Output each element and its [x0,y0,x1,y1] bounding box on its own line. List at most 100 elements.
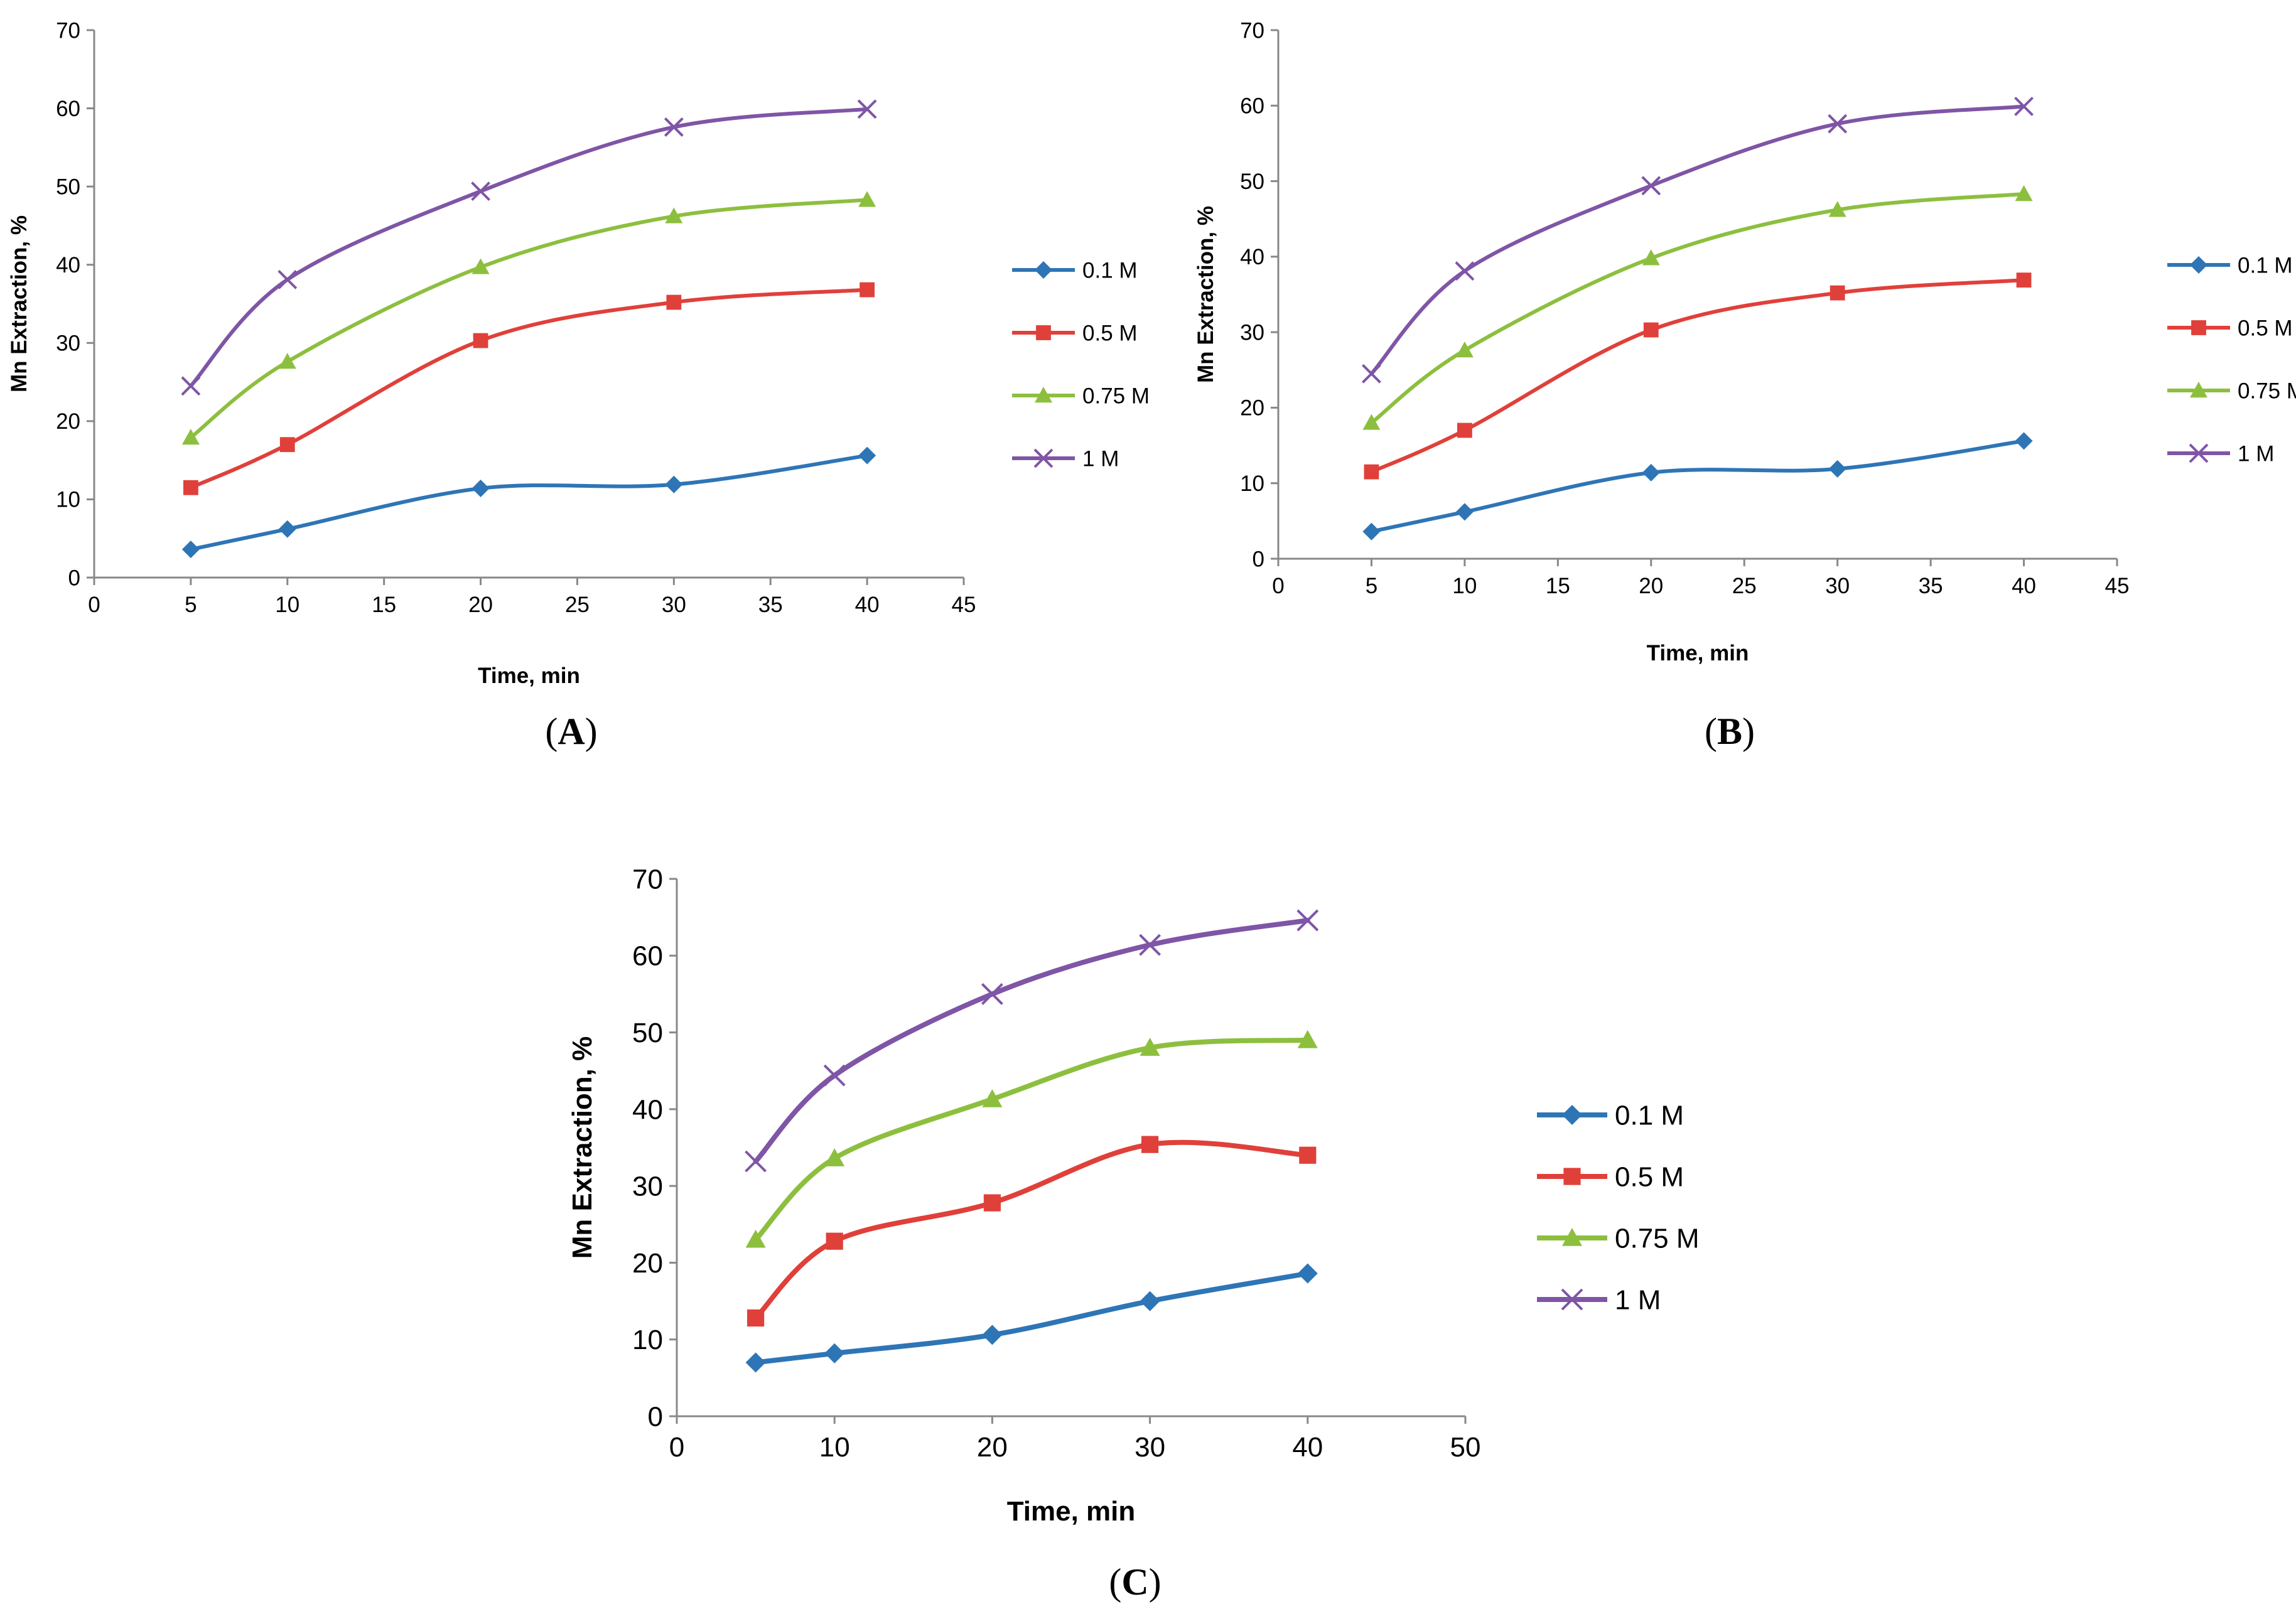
chart-c-series-1-m-point-20-stroke-2 [981,983,1003,1005]
chart-a-x-tick-label: 15 [372,593,396,617]
chart-a-series-1-m-point-5 [181,376,201,396]
chart-a-series-0-75-m-line [188,198,870,440]
chart-a-y-tick-label: 40 [56,253,80,277]
chart-a-series-0-1-m-legend-label: 0.1 M [1082,258,1138,282]
chart-a-series-1-m-point-10 [278,269,298,289]
chart-b: 0 10 20 30 40 50 60 70 0 5 10 15 20 25 30 35 40 45 Time, m… [1194,18,2296,665]
chart-c-series-0-1-m-point-30 [1140,1291,1160,1311]
chart-a: 0 10 20 30 40 50 60 70 0 5 10 15 20 25 30 35 40 45 Time, m… [7,18,1150,688]
chart-c-series-1-m-point-40 [1296,909,1319,932]
chart-c-series-0-1-m-point-10 [824,1343,845,1364]
chart-b-series-0-75-m-point-5 [1362,414,1381,430]
chart-a-series-1-m-point-30 [664,117,684,137]
chart-a-x-tick-label: 25 [565,593,590,617]
chart-c-y-tick-label: 50 [632,1018,663,1048]
chart-a-series-1-m-point-30-stroke-2 [664,117,684,137]
chart-a-series-1-m-legend-marker-stroke-2 [1033,448,1054,468]
chart-c-series-1-m-legend-marker-stroke-2 [1561,1288,1583,1311]
chart-b-series-0-75-m-point-30 [1828,201,1846,217]
chart-c-x-tick-label: 30 [1135,1432,1165,1463]
chart-a-series-0-75-m-point-40 [858,191,876,207]
chart-a-y-tick-label: 70 [56,18,80,43]
chart-a-y-tick-label: 10 [56,488,80,512]
chart-a-y-axis-title: Mn Extraction, % [7,215,31,392]
chart-a-series-1-m-point-5-stroke-2 [181,376,201,396]
chart-a-series-1-m-legend-label: 1 M [1082,446,1119,471]
chart-b-series-0-75-m-legend-marker [2190,382,2207,398]
chart-c-series-0-1-m-legend-label: 0.1 M [1615,1100,1684,1131]
chart-b-x-tick-label: 0 [1272,574,1284,598]
chart-c-y-tick-label: 20 [632,1248,663,1279]
chart-c-series-0-75-m-point-20 [982,1089,1003,1107]
chart-b-series-0-5-m-point-30 [1830,285,1845,301]
chart-c-series-0-5-m-point-40 [1299,1146,1317,1164]
chart-c-x-tick-label: 10 [819,1432,850,1463]
chart-a-x-tick-label: 35 [758,593,783,617]
chart-b-series-1-m-legend-label: 1 M [2238,441,2274,466]
chart-b-series-0-1-m-legend-marker [2190,256,2207,274]
chart-c-y-axis-title: Mn Extraction, % [567,1036,598,1259]
chart-c-series-0-1-m-line [753,1271,1310,1365]
chart-a-series-0-5-m-point-40 [860,282,875,298]
chart-c-series-0-5-m-line [753,1139,1310,1321]
chart-b-series-1-m-legend-marker-stroke-2 [2189,443,2209,463]
chart-c-y-tick-label: 40 [632,1094,663,1125]
chart-c-series-0-75-m-point-40 [1297,1030,1318,1048]
chart-b-y-axis-title: Mn Extraction, % [1194,206,1218,383]
chart-b-series-0-75-m-point-40 [2015,185,2033,202]
chart-b-series-0-5-m-legend-marker [2191,320,2206,335]
chart-c-series-1-m-point-10 [823,1064,846,1087]
chart-c-x-axis-title: Time, min [1007,1496,1136,1527]
chart-b-series-1-m-legend-marker [2189,443,2209,463]
chart-a-x-tick-label: 0 [88,593,100,617]
chart-a-series-0-1-m-point-30 [665,475,683,493]
chart-c-series-1-m-legend-label: 1 M [1615,1284,1661,1315]
chart-b-series-0-5-m-point-10 [1457,422,1472,438]
chart-a-x-axis-title: Time, min [478,664,580,688]
chart-c-x-tick-label: 50 [1450,1432,1481,1463]
chart-b-x-tick-label: 10 [1452,574,1477,598]
chart-b-series-0-75-m-point-20 [1642,249,1660,266]
chart-c-series-1-m-point-10-stroke-2 [823,1064,846,1087]
chart-b-series-1-m-line [1369,104,2026,376]
chart-a-series-0-1-m-point-20 [472,479,490,497]
chart-a-series-1-m-point-10-stroke-2 [278,269,298,289]
chart-c-series-0-5-m-point-20 [983,1194,1001,1212]
chart-b-series-0-75-m-line [1369,192,2026,425]
chart-c: 0 10 20 30 40 50 60 70 0 10 20 30 40 50 Time, min Mn Ex… [567,864,1700,1527]
chart-a-series-0-5-m-line [188,288,870,490]
chart-a-series-1-m-point-40 [857,99,877,119]
chart-a-series-1-m-point-40-stroke-2 [857,99,877,119]
chart-a-series-0-1-m-point-5 [181,541,200,559]
chart-a-series-0-5-m-point-5 [183,480,198,495]
chart-a-y-tick-label: 50 [56,175,80,199]
chart-b-x-tick-label: 20 [1639,574,1663,598]
chart-b-series-0-75-m-point-10 [1455,342,1474,358]
chart-a-x-tick-label: 45 [952,593,976,617]
chart-b-series-1-m-point-20 [1641,176,1661,196]
chart-a-x-tick-label: 5 [185,593,197,617]
chart-b-y-tick-label: 70 [1240,18,1264,43]
chart-b-y-tick-label: 20 [1240,396,1264,421]
chart-b-series-0-5-m-legend-label: 0.5 M [2238,316,2293,340]
chart-c-series-1-m-point-30-stroke-2 [1139,933,1161,956]
chart-b-x-axis-title: Time, min [1647,641,1749,665]
chart-a-series-0-5-m-point-20 [473,333,488,348]
chart-a-series-0-75-m-point-5 [181,429,200,445]
chart-b-y-tick-label: 60 [1240,94,1264,119]
chart-c-series-0-75-m-point-10 [824,1148,845,1166]
chart-a-series-0-75-m-legend-label: 0.75 M [1082,384,1150,408]
chart-c-y-tick-label: 0 [648,1401,663,1432]
chart-a-series-1-m-legend-marker [1033,448,1054,468]
chart-a-y-tick-label: 20 [56,409,80,434]
chart-a-series-0-5-m-point-30 [666,294,682,310]
panel-label-b: (B) [1705,711,1755,752]
chart-b-series-1-m-point-5 [1362,363,1381,384]
chart-b-series-0-5-m-point-5 [1364,464,1379,480]
chart-b-x-tick-label: 45 [2105,574,2130,598]
chart-b-y-tick-label: 40 [1240,245,1264,269]
chart-b-series-0-1-m-point-10 [1455,503,1474,521]
chart-a-y-tick-label: 30 [56,331,80,356]
chart-c-y-tick-label: 60 [632,941,663,972]
chart-a-series-1-m-point-20 [471,181,490,202]
